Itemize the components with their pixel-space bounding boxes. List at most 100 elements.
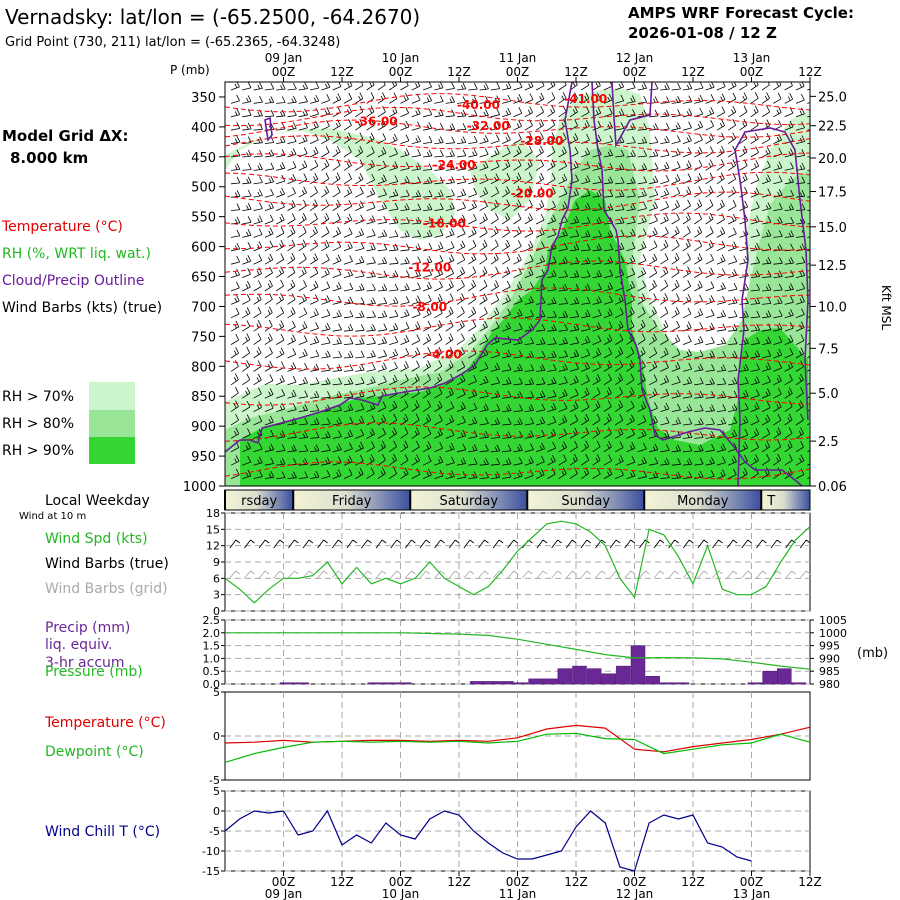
rh-90-region xyxy=(240,190,810,486)
y-tick-label: -5 xyxy=(209,825,220,838)
dewpoint-label: Dewpoint (°C) xyxy=(45,744,144,760)
rh-80-swatch xyxy=(89,410,135,437)
temperature-label: -28.00 xyxy=(520,134,563,148)
precip-bar xyxy=(645,676,660,685)
rh-80-label: RH > 80% xyxy=(2,416,74,432)
cloud-outline xyxy=(264,116,273,142)
weekday-segment xyxy=(527,490,645,510)
bottom-time-axis: 00Z 12Z 00Z 12Z 00Z 12Z 00Z 12Z 00Z 12Z 09 Jan 10 J… xyxy=(265,871,822,900)
wind-barbs-grid xyxy=(229,570,811,579)
cloud-outline xyxy=(257,82,573,444)
temperature-contour xyxy=(225,422,810,442)
temperature-contour xyxy=(225,107,810,127)
temperature-label: -16.00 xyxy=(423,216,466,230)
temperature-label: -32.00 xyxy=(467,119,510,133)
pressure-tick-label: 550 xyxy=(191,211,216,226)
kft-tick-label: 25.0 xyxy=(818,90,847,105)
dewpoint-line xyxy=(224,732,811,763)
cloud-outline xyxy=(591,82,803,486)
y-tick-label: 9 xyxy=(213,556,220,569)
pressure-unit: (mb) xyxy=(857,646,888,661)
temperature-contour xyxy=(225,317,810,337)
bottom-date-label: 09 Jan xyxy=(265,887,303,900)
windchill-panel: Wind Chill T (°C) 5 0 -5 -10 -15 xyxy=(45,785,811,878)
pressure-tick-label: 700 xyxy=(191,300,216,315)
wind-speed-panel: Wind Spd (kts) Wind Barbs (true) Wind Ba… xyxy=(45,507,811,618)
weekday-sublabel: Wind at 10 m xyxy=(19,511,86,522)
weekday-name: Monday xyxy=(677,494,729,509)
y-tick-label: 5 xyxy=(213,785,220,798)
temperature-contour xyxy=(225,461,810,480)
bottom-time-label: 12Z xyxy=(447,875,471,889)
time-tick-label: 12Z xyxy=(681,65,705,79)
precip-panel: Precip (mm) liq. equiv. 3-hr accum Press… xyxy=(45,614,888,691)
pressure-tick-label: 450 xyxy=(191,151,216,166)
windchill-label: Wind Chill T (°C) xyxy=(45,824,160,840)
pressure-tick-label: 600 xyxy=(191,241,216,256)
precip-bar xyxy=(777,668,792,685)
windchill-line xyxy=(224,809,752,872)
temperature-contour xyxy=(225,119,810,138)
kft-tick-label: 20.0 xyxy=(818,152,847,167)
temperature-contour xyxy=(225,191,810,211)
temperature-contour xyxy=(225,287,810,307)
y-tick-label: -5 xyxy=(209,774,220,787)
precip-bar xyxy=(367,682,382,685)
temperature-contour xyxy=(225,171,810,191)
kft-tick-label: 12.5 xyxy=(818,259,847,274)
rh-90-swatch xyxy=(89,437,135,464)
pressure-tick-label: 900 xyxy=(191,420,216,435)
precip-label-1: Precip (mm) xyxy=(45,620,130,636)
date-label: 09 Jan xyxy=(265,51,303,65)
y-tick-label: 0 xyxy=(213,605,220,618)
precip-bar xyxy=(557,668,573,685)
weekday-name: Saturday xyxy=(439,494,498,509)
cloud-outline xyxy=(225,439,259,453)
temperature-contour xyxy=(225,386,810,406)
y-tick-label: 2.5 xyxy=(203,614,221,627)
pressure-tick-label: 400 xyxy=(191,121,216,136)
y-tick-label: 5 xyxy=(213,686,220,699)
pressure-tick-label: 950 xyxy=(191,450,216,465)
pressure-tick-label: 350 xyxy=(191,91,216,106)
weekday-bar: Local Weekday Wind at 10 m rsday Friday Sa… xyxy=(19,489,811,522)
precip-bar xyxy=(586,668,602,685)
time-tick-label: 00Z xyxy=(506,65,530,79)
bottom-time-label: 00Z xyxy=(389,875,413,889)
weekday-segment xyxy=(293,490,411,510)
temperature-label: -36.00 xyxy=(355,115,398,129)
bottom-time-label: 00Z xyxy=(272,875,296,889)
bottom-date-label: 12 Jan xyxy=(616,887,654,900)
weekday-label: Local Weekday xyxy=(45,493,150,509)
wind-barbs-true-label: Wind Barbs (true) xyxy=(45,556,169,572)
legend-temperature: Temperature (°C) xyxy=(1,219,123,235)
station-title: Vernadsky: lat/lon = (-65.2500, -64.2670… xyxy=(5,5,420,29)
kft-tick-label: 15.0 xyxy=(818,221,847,236)
temperature-contour xyxy=(225,260,810,280)
pressure-tick-label: 800 xyxy=(191,360,216,375)
model-grid-label: Model Grid ΔX: xyxy=(2,127,129,145)
weekday-segment xyxy=(644,490,762,510)
grid-point-subtitle: Grid Point (730, 211) lat/lon = (-65.236… xyxy=(5,35,340,50)
precip-label-2: liq. equiv. xyxy=(45,637,112,653)
date-label: 13 Jan xyxy=(733,51,771,65)
temperature-contour xyxy=(225,212,810,232)
legend-cloud: Cloud/Precip Outline xyxy=(2,273,145,289)
cycle-label: AMPS WRF Forecast Cycle: xyxy=(628,4,854,22)
pressure-tick-label: 650 xyxy=(191,271,216,286)
y-tick-label: 0 xyxy=(213,730,220,743)
y-tick-label: 0 xyxy=(213,805,220,818)
precip-bar xyxy=(382,682,397,685)
time-tick-label: 12Z xyxy=(447,65,471,79)
wind-barbs-grid-label: Wind Barbs (grid) xyxy=(45,581,168,597)
precip-label-3: 3-hr accum xyxy=(45,655,125,671)
rh-70-label: RH > 70% xyxy=(2,389,74,405)
precip-bar xyxy=(513,682,529,685)
y-tick-label: 2.0 xyxy=(203,627,221,640)
weekday-segment xyxy=(225,490,294,510)
time-tick-label: 12Z xyxy=(330,65,354,79)
wind-speed-line xyxy=(224,520,811,604)
weekday-name: rsday xyxy=(241,494,277,509)
kft-tick-label: 5.0 xyxy=(818,387,839,402)
precip-bar xyxy=(616,665,631,685)
